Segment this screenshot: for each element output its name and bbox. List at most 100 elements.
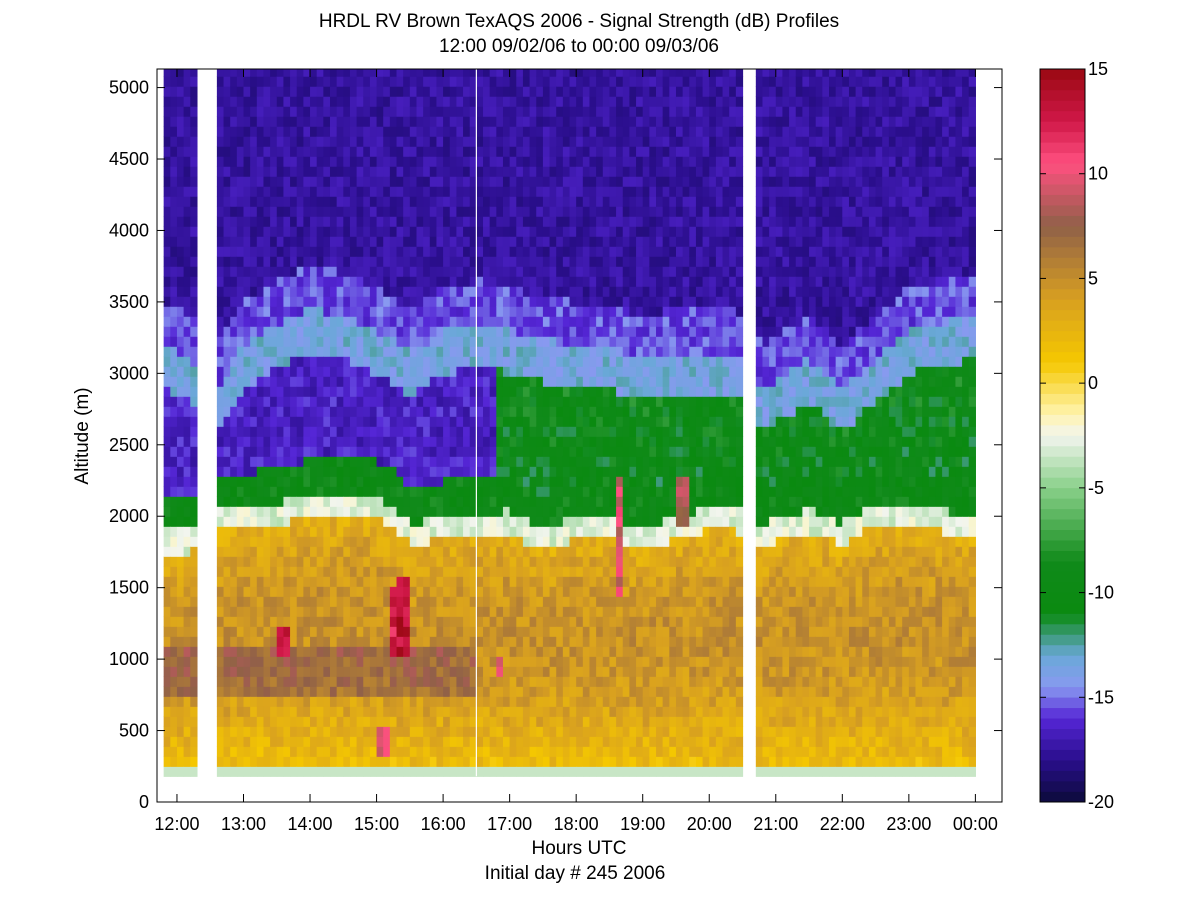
heatmap-cell [449, 556, 458, 567]
heatmap-cell [489, 236, 497, 247]
heatmap-cell [369, 636, 378, 647]
heatmap-cell [609, 286, 617, 297]
heatmap-cell [323, 186, 331, 197]
heatmap-cell [589, 346, 597, 357]
heatmap-cell [303, 596, 311, 607]
heatmap-cell [423, 466, 431, 477]
heatmap-cell [303, 136, 311, 147]
heatmap-cell [316, 336, 324, 347]
heatmap-cell [163, 456, 171, 467]
heatmap-cell [509, 706, 517, 717]
heatmap-cell [536, 636, 544, 647]
heatmap-cell [522, 116, 531, 127]
heatmap-cell [343, 476, 351, 487]
heatmap-cell [303, 586, 311, 597]
heatmap-cell [502, 316, 511, 327]
heatmap-cell [549, 206, 557, 217]
heatmap-cell [496, 666, 504, 677]
heatmap-cell [456, 446, 464, 457]
heatmap-cell [516, 246, 524, 257]
heatmap-cell [616, 546, 624, 557]
heatmap-cell [283, 226, 291, 237]
heatmap-cell [363, 276, 371, 287]
heatmap-cell [290, 346, 298, 357]
heatmap-cell [236, 676, 245, 687]
heatmap-cell [310, 136, 318, 147]
heatmap-cell [363, 96, 371, 107]
heatmap-cell [596, 676, 604, 687]
heatmap-cell [642, 106, 650, 117]
heatmap-cell [163, 116, 171, 127]
heatmap-cell [576, 526, 584, 537]
heatmap-cell [329, 206, 338, 217]
heatmap-cell [163, 446, 171, 457]
heatmap-cell [389, 686, 398, 697]
heatmap-cell [296, 766, 304, 777]
heatmap-cell [163, 206, 171, 217]
heatmap-cell [409, 746, 418, 757]
heatmap-cell [336, 546, 344, 557]
heatmap-cell [256, 76, 265, 87]
heatmap-cell [423, 696, 431, 707]
heatmap-cell [449, 766, 458, 777]
heatmap-cell [270, 476, 278, 487]
heatmap-cell [223, 546, 231, 557]
heatmap-cell [429, 536, 438, 547]
heatmap-cell [250, 336, 258, 347]
heatmap-cell [270, 566, 278, 577]
heatmap-cell [449, 216, 458, 227]
heatmap-cell [483, 596, 491, 607]
heatmap-cell [323, 136, 331, 147]
heatmap-cell [263, 106, 271, 117]
heatmap-cell [170, 356, 178, 367]
heatmap-cell [469, 296, 477, 307]
heatmap-cell [163, 706, 171, 717]
heatmap-cell [416, 106, 424, 117]
heatmap-cell [622, 166, 630, 177]
chart-subtitle: 12:00 09/02/06 to 00:00 09/03/06 [439, 36, 719, 57]
heatmap-cell [323, 626, 331, 637]
heatmap-cell [243, 216, 251, 227]
heatmap-cell [496, 466, 504, 477]
heatmap-cell [369, 526, 378, 537]
heatmap-cell [296, 596, 304, 607]
heatmap-cell [522, 456, 531, 467]
heatmap-cell [642, 116, 650, 127]
heatmap-cell [509, 496, 517, 507]
heatmap-cell [270, 586, 278, 597]
heatmap-cell [516, 146, 524, 157]
heatmap-cell [290, 746, 298, 757]
heatmap-cell [363, 136, 371, 147]
heatmap-cell [582, 596, 591, 607]
heatmap-cell [283, 106, 291, 117]
heatmap-cell [376, 596, 384, 607]
heatmap-cell [270, 366, 278, 377]
heatmap-cell [389, 86, 398, 97]
heatmap-cell [369, 106, 378, 117]
heatmap-cell [436, 296, 444, 307]
heatmap-cell [476, 116, 484, 127]
heatmap-cell [163, 476, 171, 487]
heatmap-cell [263, 536, 271, 547]
heatmap-cell [509, 626, 517, 637]
heatmap-cell [376, 746, 384, 757]
heatmap-cell [310, 76, 318, 87]
heatmap-cell [403, 606, 411, 617]
heatmap-cell [230, 346, 238, 357]
heatmap-cell [483, 756, 491, 767]
heatmap-cell [629, 426, 637, 437]
heatmap-cell [303, 426, 311, 437]
heatmap-cell [596, 446, 604, 457]
heatmap-cell [589, 726, 597, 737]
heatmap-cell [609, 706, 617, 717]
heatmap-cell [243, 196, 251, 207]
heatmap-cell [170, 86, 178, 97]
heatmap-cell [243, 596, 251, 607]
heatmap-cell [323, 166, 331, 177]
heatmap-cell [389, 276, 398, 287]
heatmap-cell [250, 436, 258, 447]
heatmap-cell [276, 416, 285, 427]
heatmap-cell [170, 676, 178, 687]
heatmap-cell [649, 556, 657, 567]
heatmap-cell [409, 666, 418, 677]
